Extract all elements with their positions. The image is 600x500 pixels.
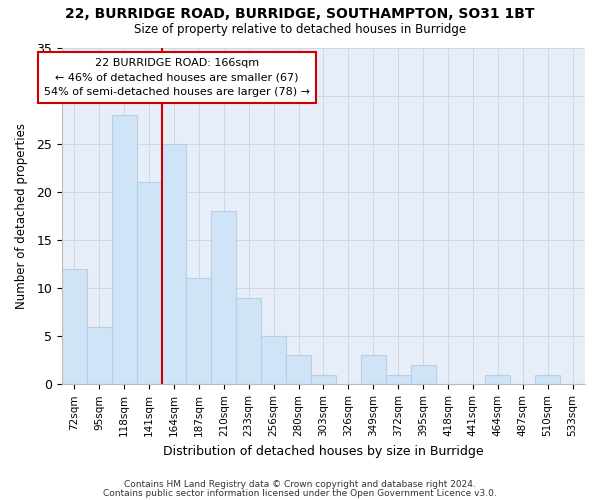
Text: Contains public sector information licensed under the Open Government Licence v3: Contains public sector information licen… <box>103 488 497 498</box>
X-axis label: Distribution of detached houses by size in Burridge: Distribution of detached houses by size … <box>163 444 484 458</box>
Bar <box>286 356 311 384</box>
Bar <box>361 356 386 384</box>
Text: Size of property relative to detached houses in Burridge: Size of property relative to detached ho… <box>134 22 466 36</box>
Bar <box>187 278 211 384</box>
Bar <box>386 374 410 384</box>
Bar <box>311 374 336 384</box>
Bar <box>161 144 187 384</box>
Bar <box>112 115 137 384</box>
Bar <box>236 298 261 384</box>
Text: Contains HM Land Registry data © Crown copyright and database right 2024.: Contains HM Land Registry data © Crown c… <box>124 480 476 489</box>
Bar <box>137 182 161 384</box>
Bar <box>87 326 112 384</box>
Bar <box>62 269 87 384</box>
Text: 22, BURRIDGE ROAD, BURRIDGE, SOUTHAMPTON, SO31 1BT: 22, BURRIDGE ROAD, BURRIDGE, SOUTHAMPTON… <box>65 8 535 22</box>
Bar <box>485 374 510 384</box>
Text: 22 BURRIDGE ROAD: 166sqm
← 46% of detached houses are smaller (67)
54% of semi-d: 22 BURRIDGE ROAD: 166sqm ← 46% of detach… <box>44 58 310 97</box>
Bar <box>261 336 286 384</box>
Bar <box>535 374 560 384</box>
Bar <box>211 211 236 384</box>
Y-axis label: Number of detached properties: Number of detached properties <box>15 123 28 309</box>
Bar <box>410 365 436 384</box>
